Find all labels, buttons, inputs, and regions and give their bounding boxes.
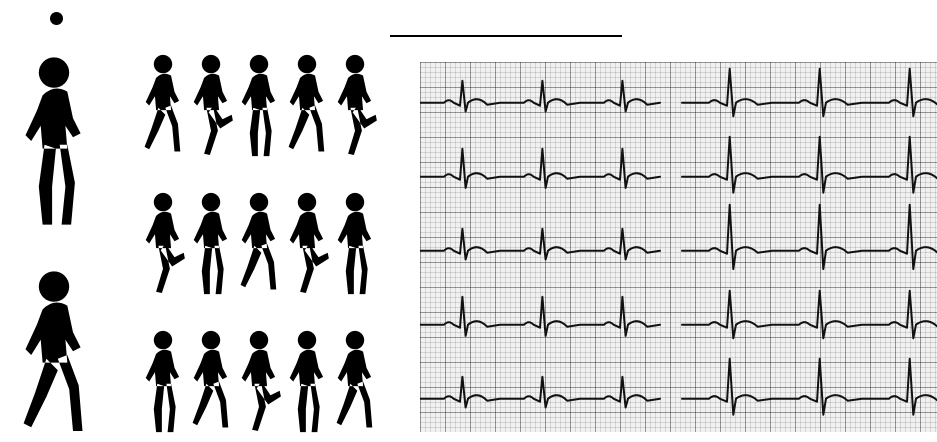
runner-body — [241, 349, 281, 431]
small-runner-silhouette — [240, 192, 277, 290]
runner-head — [201, 54, 221, 74]
runner-body — [336, 349, 373, 428]
ecg-lead-trace — [420, 147, 661, 189]
ecg-lead-trace — [420, 79, 661, 113]
runner-head — [297, 330, 317, 350]
small-runner-silhouette — [193, 54, 233, 155]
runner-head — [201, 330, 221, 350]
small-runner-silhouette — [289, 192, 329, 293]
large-runner-silhouette — [25, 57, 81, 225]
ecg-lead-trace — [681, 357, 937, 416]
runner-body — [145, 211, 185, 293]
runner-body — [289, 211, 329, 293]
ecg-lead-trace — [420, 295, 661, 337]
runner-body — [240, 211, 277, 290]
runner-head — [345, 330, 365, 350]
runner-head — [153, 54, 173, 74]
small-runner-silhouette — [145, 330, 180, 433]
runner-body — [241, 73, 276, 157]
small-runner-silhouette — [193, 192, 228, 295]
runner-head — [201, 192, 221, 212]
small-runner-silhouette — [337, 192, 372, 295]
runner-head — [249, 192, 269, 212]
small-runner-silhouette — [192, 330, 229, 428]
ecg-traces — [420, 67, 937, 416]
runner-body — [193, 211, 228, 295]
small-runner-silhouette — [336, 330, 373, 428]
ecg-lead-trace — [681, 67, 937, 118]
runner-silhouettes — [0, 40, 410, 437]
runner-body — [192, 349, 229, 428]
runner-body — [25, 88, 81, 225]
small-runner-silhouette — [241, 54, 276, 157]
runner-head — [38, 271, 70, 302]
runner-head — [249, 54, 269, 74]
runner-head — [249, 330, 269, 350]
ecg-strip — [420, 62, 937, 432]
ecg-lead-trace — [681, 135, 937, 194]
bullet-dot — [50, 12, 63, 25]
runner-body — [144, 73, 181, 152]
runner-head — [345, 54, 365, 74]
runner-head — [153, 330, 173, 350]
small-runner-silhouette — [288, 54, 325, 152]
runner-head — [297, 54, 317, 74]
runner-head — [345, 192, 365, 212]
runner-body — [145, 349, 180, 433]
runner-body — [337, 211, 372, 295]
small-runner-silhouette — [144, 54, 181, 152]
small-runner-silhouette — [337, 54, 377, 155]
ecg-lead-trace — [681, 289, 937, 340]
runner-body — [288, 73, 325, 152]
runner-body — [289, 349, 324, 433]
runner-body — [193, 73, 233, 155]
small-runner-silhouette — [289, 330, 324, 433]
runner-head — [153, 192, 173, 212]
runner-body — [23, 302, 83, 431]
runner-head — [297, 192, 317, 212]
ecg-lead-trace — [420, 227, 661, 261]
ecg-lead-trace — [681, 203, 937, 271]
small-runner-silhouette — [241, 330, 281, 431]
runners-illustration — [23, 54, 377, 433]
ecg-lead-trace — [420, 375, 661, 409]
small-runner-silhouette — [145, 192, 185, 293]
large-runner-silhouette — [23, 271, 83, 431]
horizontal-rule — [390, 35, 622, 37]
runner-body — [337, 73, 377, 155]
runner-head — [38, 57, 70, 88]
